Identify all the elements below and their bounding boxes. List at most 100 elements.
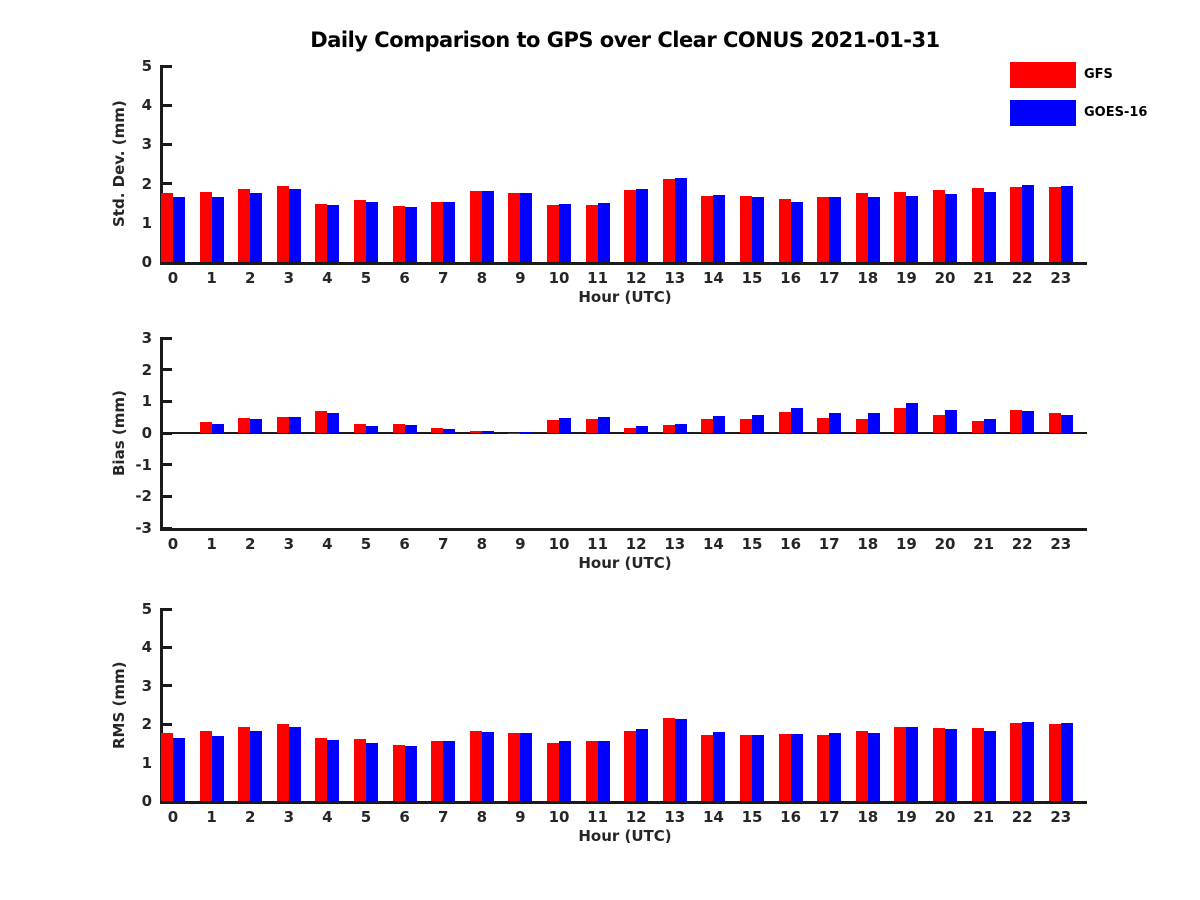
y-tick-label: 0 [141,424,152,442]
bar-goes16 [1060,415,1073,433]
x-tick-label: 17 [818,535,840,553]
y-axis [160,65,163,265]
bar-gfs [855,419,868,433]
bar-gfs [238,418,251,433]
bar-goes16 [713,194,726,262]
bar-goes16 [713,415,726,433]
x-tick-label: 19 [895,535,917,553]
bar-gfs [508,733,521,801]
bar-gfs [817,418,830,433]
bar-goes16 [520,432,533,433]
bar-goes16 [327,413,340,433]
bar-goes16 [829,197,842,262]
x-tick-label: 0 [167,535,179,553]
bar-gfs [933,414,945,433]
bar-gfs [199,421,212,433]
y-tick-label: 1 [141,213,152,232]
bar-goes16 [1060,185,1073,262]
bar-goes16 [211,197,224,262]
x-tick-label: 3 [283,535,295,553]
x-tick-label: 3 [283,269,295,287]
y-tick-label: 3 [141,676,152,695]
y-tick [163,645,172,649]
y-tick [163,684,172,688]
bar-gfs [354,738,366,801]
bar-gfs [817,734,830,801]
bar-gfs [894,726,907,801]
bar-gfs [701,734,714,801]
bar-goes16 [790,407,803,433]
x-tick-label: 19 [895,269,917,287]
x-tick-label: 6 [399,535,410,553]
bar-goes16 [559,418,571,433]
y-tick-label: -1 [135,455,152,474]
x-tick-label: 7 [437,535,449,553]
bar-goes16 [945,409,957,433]
bar-gfs [894,192,907,262]
bar-goes16 [1022,721,1035,801]
bar-goes16 [906,195,919,262]
bar-goes16 [288,188,301,262]
bar-gfs [740,734,752,801]
bar-goes16 [559,741,571,801]
bar-gfs [199,192,212,262]
bar-goes16 [752,197,764,262]
bar-gfs [238,726,251,801]
x-tick-label: 5 [360,535,372,553]
bar-goes16 [211,423,224,433]
x-tick-label: 4 [322,808,333,826]
bar-gfs [199,731,212,801]
x-tick-label: 2 [244,535,256,553]
bar-goes16 [674,719,687,801]
bar-goes16 [636,188,649,262]
bar-goes16 [173,737,185,801]
bar-gfs [933,190,945,262]
x-tick-label: 11 [587,808,609,826]
x-axis [160,528,1087,531]
x-tick-label: 16 [780,535,802,553]
bar-goes16 [481,732,494,801]
bar-gfs [276,186,289,262]
bar-goes16 [829,733,842,801]
x-tick-label: 10 [548,535,570,553]
x-tick-label: 19 [895,808,917,826]
x-tick-label: 23 [1050,269,1072,287]
bar-gfs [161,193,173,262]
x-tick-label: 15 [741,535,763,553]
x-tick-label: 21 [973,269,995,287]
x-tick-label: 21 [973,808,995,826]
bar-gfs [238,189,251,262]
bar-goes16 [867,196,880,262]
y-tick-label: 2 [141,360,152,379]
bar-gfs [354,424,366,433]
bar-gfs [971,728,984,801]
x-tick-label: 23 [1050,808,1072,826]
bar-goes16 [906,727,919,801]
y-tick-label: 3 [141,135,152,154]
x-tick-label: 18 [857,535,879,553]
bar-gfs [701,196,714,262]
x-tick-label: 18 [857,269,879,287]
x-tick-label: 9 [515,535,526,553]
y-tick-label: 0 [141,253,152,271]
bar-goes16 [636,729,649,801]
bar-gfs [894,407,907,433]
bar-gfs [585,418,598,433]
bar-goes16 [250,419,263,433]
x-tick-label: 21 [973,535,995,553]
y-tick-label: 5 [141,600,152,618]
x-tick-label: 15 [741,808,763,826]
bar-goes16 [327,740,340,801]
x-tick-label: 9 [515,808,526,826]
x-tick-label: 0 [167,808,179,826]
bar-gfs [547,742,559,801]
bar-goes16 [790,734,803,801]
zero-line [163,432,1087,434]
bar-goes16 [1022,185,1035,262]
bar-goes16 [404,746,417,801]
x-tick-label: 8 [476,269,488,287]
x-axis-label: Hour (UTC) [578,288,672,306]
bar-goes16 [1060,723,1073,801]
y-tick [163,399,172,403]
x-tick-label: 4 [322,535,333,553]
